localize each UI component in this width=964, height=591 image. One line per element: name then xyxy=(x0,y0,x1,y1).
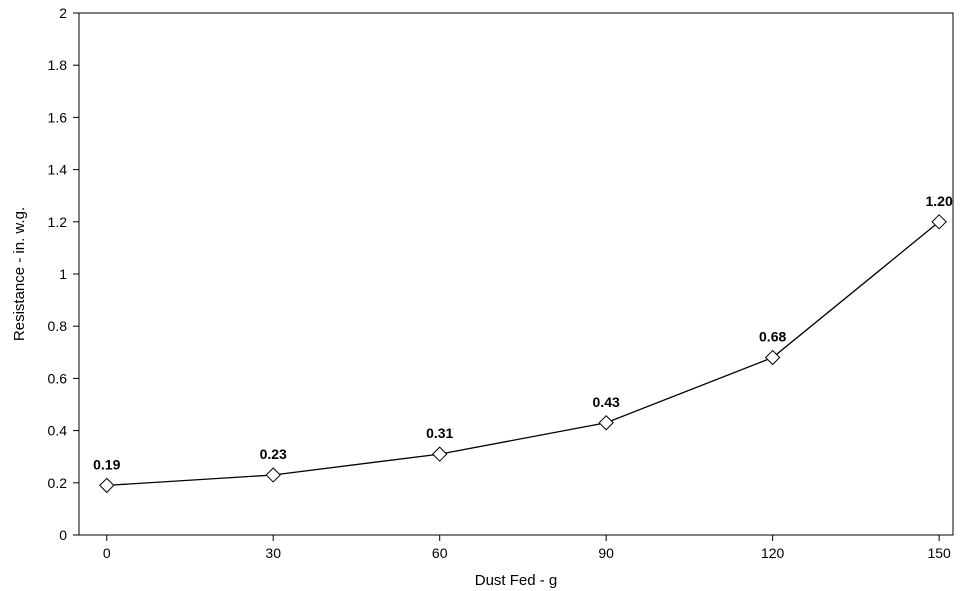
data-point-marker xyxy=(598,415,614,431)
y-axis-label: Resistance - in. w.g. xyxy=(11,207,28,341)
y-tick-label: 1.2 xyxy=(48,214,68,230)
y-tick-label: 0 xyxy=(59,527,67,543)
data-point-marker xyxy=(764,349,781,366)
series-line xyxy=(106,221,940,487)
data-point-label: 0.68 xyxy=(759,329,786,345)
x-tick-label: 60 xyxy=(432,545,448,561)
data-point-marker xyxy=(99,477,115,494)
y-tick-label: 2 xyxy=(59,5,67,21)
x-tick-label: 90 xyxy=(598,545,614,561)
y-axis: 0 0.2 0.4 0.6 0.8 1 1.2 1.4 1.6 1.8 2 xyxy=(48,5,79,543)
data-point-marker xyxy=(931,214,947,230)
data-point-label: 1.20 xyxy=(926,193,953,209)
y-tick-label: 1.4 xyxy=(48,162,68,178)
y-tick-label: 1 xyxy=(59,266,67,282)
data-point-label: 0.31 xyxy=(426,425,453,441)
data-point-marker xyxy=(265,467,281,483)
y-tick-label: 0.6 xyxy=(48,370,68,386)
y-tick-label: 0.8 xyxy=(48,318,68,334)
plot-frame xyxy=(78,12,954,536)
data-point-label: 0.19 xyxy=(93,456,120,472)
y-tick-label: 0.2 xyxy=(48,475,68,491)
x-tick-label: 120 xyxy=(761,545,785,561)
x-axis-label: Dust Fed - g xyxy=(475,572,558,589)
y-tick-label: 0.4 xyxy=(48,423,68,439)
x-tick-label: 150 xyxy=(927,545,951,561)
data-point-label: 0.43 xyxy=(593,394,620,410)
x-tick-label: 30 xyxy=(265,545,281,561)
y-tick-label: 1.6 xyxy=(48,109,68,125)
data-point-marker xyxy=(431,446,448,462)
data-point-label: 0.23 xyxy=(260,446,287,462)
data-labels: 0.19 0.23 0.31 0.43 0.68 1.20 xyxy=(93,193,953,473)
x-tick-label: 0 xyxy=(103,545,111,561)
x-axis: 0 30 60 90 120 150 xyxy=(103,535,951,561)
series-group xyxy=(99,214,947,494)
y-tick-label: 1.8 xyxy=(48,57,68,73)
